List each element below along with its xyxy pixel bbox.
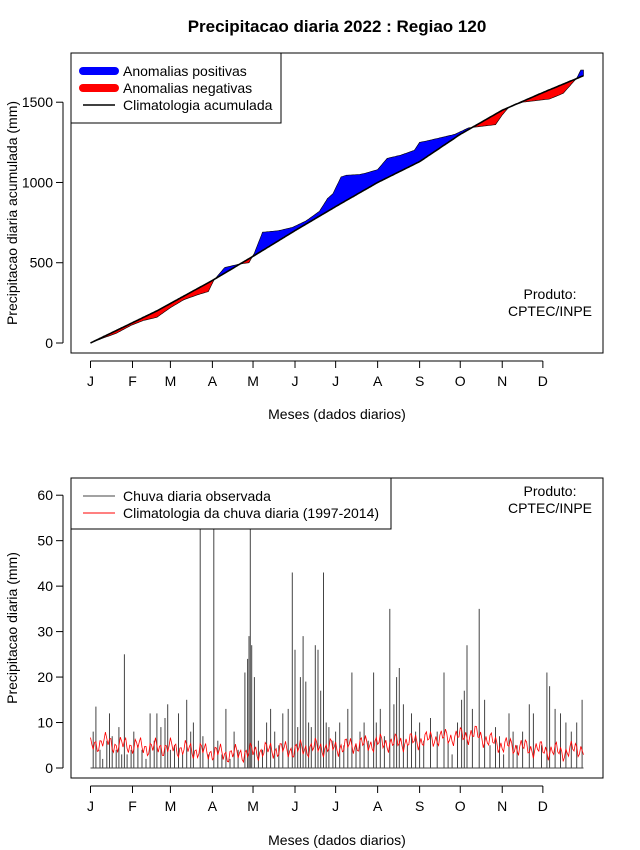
y-tick-label: 50: [37, 533, 53, 549]
annotation-cptec-top: CPTEC/INPE: [508, 303, 592, 319]
legend-label-positive: Anomalias positivas: [123, 63, 247, 79]
plot-frame-top: [70, 52, 604, 354]
x-tick-label: J: [292, 798, 299, 814]
x-tick-label: F: [128, 798, 137, 814]
y-tick-label: 10: [37, 715, 53, 731]
x-tick-label: D: [538, 373, 548, 389]
x-tick-label: M: [247, 373, 259, 389]
daily-climatology-line: [90, 725, 584, 764]
x-tick-label: N: [497, 373, 507, 389]
x-tick-label: M: [165, 798, 177, 814]
annotation-produto-top: Produto:: [524, 286, 577, 302]
x-tick-label: N: [497, 798, 507, 814]
y-tick-label: 1500: [22, 94, 53, 110]
legend-top: Anomalias positivas Anomalias negativas …: [70, 52, 282, 124]
x-tick-label: A: [208, 798, 218, 814]
x-tick-label: A: [373, 798, 383, 814]
x-tick-label: A: [373, 373, 383, 389]
legend-label-observed: Chuva diaria observada: [123, 488, 271, 504]
cumulative-chart: J F M A M J J A S O N D 0 500 1000 1500 Meses (dados di…: [4, 52, 604, 422]
x-tick-label: M: [247, 798, 259, 814]
x-tick-label: J: [87, 373, 94, 389]
x-tick-label: F: [128, 373, 137, 389]
chart-title: Precipitacao diaria 2022 : Regiao 120: [188, 17, 487, 36]
climatology-accumulated-line: [90, 74, 584, 344]
x-tick-label: O: [455, 373, 466, 389]
y-tick-label: 40: [37, 578, 53, 594]
x-tick-label: J: [87, 798, 94, 814]
y-tick-label: 500: [30, 255, 54, 271]
x-tick-label: M: [165, 373, 177, 389]
legend-box-bottom: [70, 477, 392, 530]
annotation-produto-bottom: Produto:: [524, 483, 577, 499]
y-tick-label: 1000: [22, 174, 53, 190]
y-axis-label-top: Precipitacao diaria acumulada (mm): [4, 101, 20, 325]
y-tick-label: 60: [37, 487, 53, 503]
x-tick-label: A: [208, 373, 218, 389]
legend-label-daily-climatology: Climatologia da chuva diaria (1997-2014): [123, 505, 379, 521]
x-tick-label: O: [455, 798, 466, 814]
x-tick-label: J: [332, 373, 339, 389]
daily-chart: J F M A M J J A S O N D 0 10 20 30 40 50 60 Meses (dados d…: [4, 477, 604, 848]
y-tick-label: 20: [37, 669, 53, 685]
y-tick-label: 0: [45, 335, 53, 351]
legend-label-negative: Anomalias negativas: [123, 80, 252, 96]
y-tick-label: 30: [37, 624, 53, 640]
x-tick-label: S: [415, 798, 424, 814]
annotation-cptec-bottom: CPTEC/INPE: [508, 500, 592, 516]
x-tick-label: D: [538, 798, 548, 814]
x-axis-label-top: Meses (dados diarios): [268, 406, 406, 422]
x-tick-label: J: [292, 373, 299, 389]
legend-label-climatology: Climatologia acumulada: [123, 97, 273, 113]
legend-bottom: Chuva diaria observada Climatologia da c…: [70, 477, 392, 530]
y-axis-label-bottom: Precipitacao diaria (mm): [4, 552, 20, 704]
y-tick-label: 0: [45, 760, 53, 776]
x-tick-label: S: [415, 373, 424, 389]
x-axis-label-bottom: Meses (dados diarios): [268, 832, 406, 848]
x-tick-label: J: [332, 798, 339, 814]
